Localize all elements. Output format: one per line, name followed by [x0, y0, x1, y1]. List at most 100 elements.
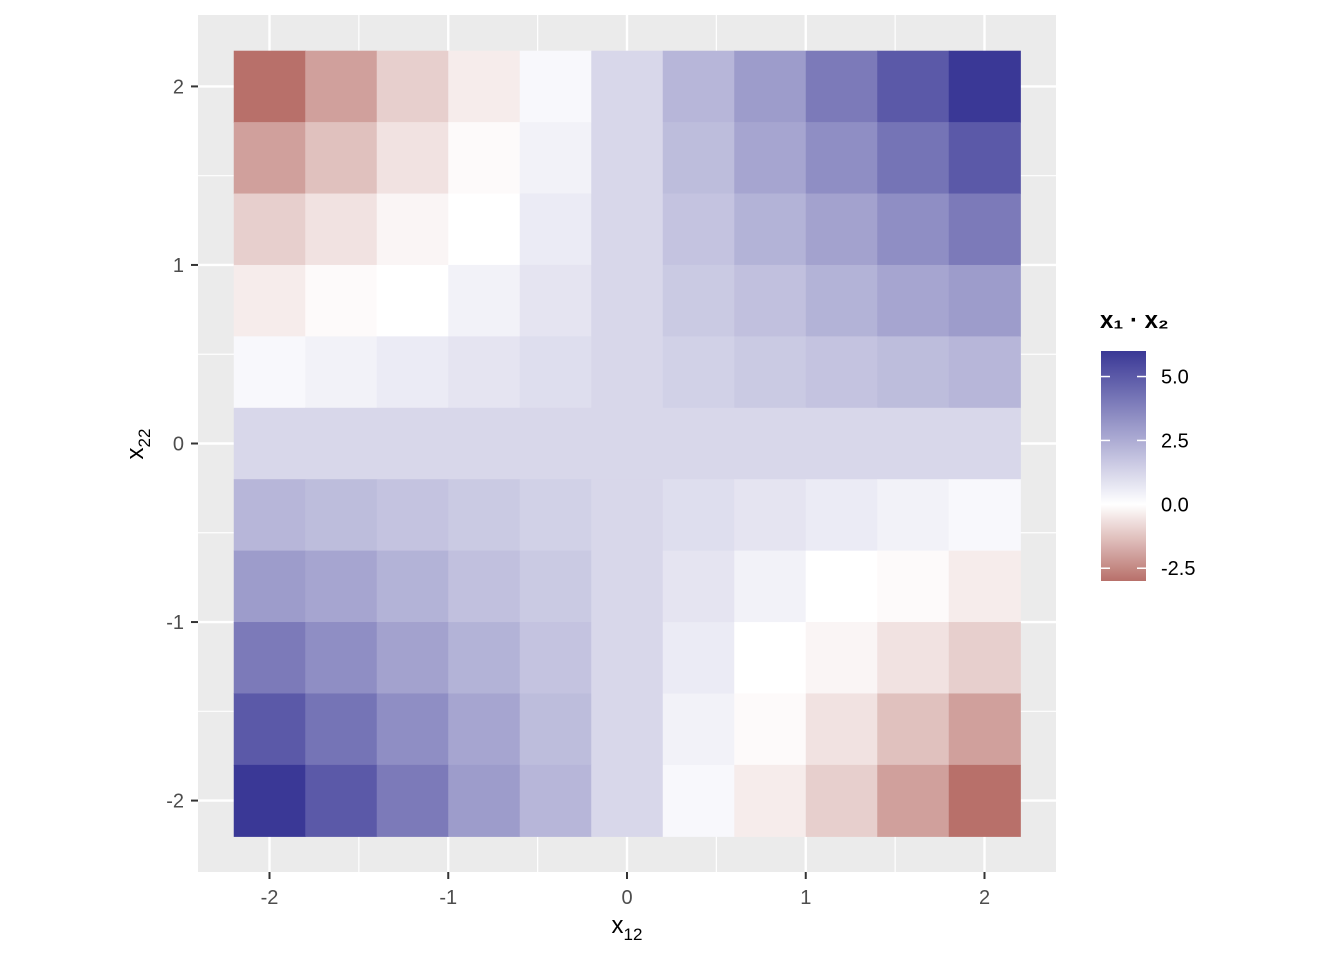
heatmap-cell: [877, 622, 950, 695]
heatmap-cell: [376, 193, 449, 266]
heatmap-cell: [948, 479, 1021, 552]
heatmap-cell: [877, 479, 950, 552]
heatmap-cell: [376, 764, 449, 837]
legend-ticks: 5.0 2.5 0.0 -2.5: [1101, 367, 1195, 580]
heatmap-cell: [519, 122, 592, 195]
x-axis-title: x12: [612, 912, 643, 944]
heatmap-cell: [948, 336, 1021, 409]
x-tick-label: 1: [800, 887, 811, 909]
heatmap-cell: [233, 764, 306, 837]
heatmap-cell: [519, 622, 592, 695]
heatmap-cell: [448, 336, 521, 409]
x-tick-label: 2: [979, 887, 990, 909]
heatmap-cell: [877, 336, 950, 409]
heatmap-cell: [591, 122, 664, 195]
heatmap-cell: [805, 193, 878, 266]
heatmap-cell: [591, 50, 664, 123]
heatmap-cell: [805, 764, 878, 837]
y-tick-label: -2: [166, 791, 184, 813]
heatmap-cell: [448, 479, 521, 552]
x-tick-label: -1: [439, 887, 457, 909]
x-tick-label: 0: [621, 887, 632, 909]
heatmap-cell: [305, 193, 378, 266]
legend-break-label: 2.5: [1161, 430, 1189, 452]
heatmap-cell: [448, 193, 521, 266]
heatmap-cell: [305, 407, 378, 480]
heatmap-cell: [662, 50, 735, 123]
heatmap-cell: [734, 622, 807, 695]
legend-colorbar: [1101, 351, 1146, 581]
heatmap-cell: [233, 336, 306, 409]
heatmap-cell: [519, 550, 592, 623]
heatmap-cell: [519, 479, 592, 552]
heatmap-cell: [948, 193, 1021, 266]
heatmap-cell: [662, 193, 735, 266]
heatmap-cell: [877, 550, 950, 623]
y-tick-label: 0: [173, 434, 184, 456]
heatmap-cell: [805, 622, 878, 695]
heatmap-cell: [948, 550, 1021, 623]
heatmap-cell: [805, 550, 878, 623]
heatmap-cell: [305, 693, 378, 766]
heatmap-cell: [305, 336, 378, 409]
heatmap-cell: [305, 622, 378, 695]
heatmap-cell: [591, 407, 664, 480]
heatmap-cell: [233, 693, 306, 766]
heatmap-cell: [376, 50, 449, 123]
heatmap-cell: [948, 122, 1021, 195]
heatmap-cell: [948, 764, 1021, 837]
heatmap-cell: [805, 407, 878, 480]
heatmap-cell: [233, 550, 306, 623]
y-axis-ticks: -2 -1 0 1 2: [166, 76, 198, 813]
x-tick-label: -2: [261, 887, 279, 909]
color-legend: x₁ · x₂ 5.0 2.5 0.0 -2.5: [1100, 307, 1195, 581]
heatmap-cell: [591, 336, 664, 409]
legend-break-label: 5.0: [1161, 367, 1189, 389]
heatmap-cell: [662, 264, 735, 337]
y-tick-label: 1: [173, 255, 184, 277]
heatmap-cell: [519, 764, 592, 837]
heatmap-cell: [662, 336, 735, 409]
heatmap-cell: [591, 764, 664, 837]
heatmap-cell: [734, 764, 807, 837]
heatmap-cell: [734, 50, 807, 123]
heatmap-cell: [877, 122, 950, 195]
heatmap-cell: [233, 193, 306, 266]
heatmap-cell: [376, 622, 449, 695]
heatmap-cell: [376, 693, 449, 766]
heatmap-cell: [877, 50, 950, 123]
heatmap-cell: [591, 622, 664, 695]
heatmap-cell: [233, 622, 306, 695]
heatmap-cell: [448, 264, 521, 337]
heatmap-cell: [448, 693, 521, 766]
heatmap-cell: [233, 264, 306, 337]
heatmap-cell: [591, 264, 664, 337]
heatmap-cell: [519, 693, 592, 766]
heatmap-cell: [519, 50, 592, 123]
heatmap-cell: [305, 264, 378, 337]
heatmap-cell: [805, 693, 878, 766]
heatmap-cell: [305, 122, 378, 195]
heatmap-cell: [448, 50, 521, 123]
heatmap-cell: [448, 407, 521, 480]
y-axis-title: x22: [122, 429, 154, 460]
heatmap-cell: [662, 550, 735, 623]
heatmap-cell: [877, 693, 950, 766]
heatmap-cell: [591, 550, 664, 623]
heatmap-cell: [805, 479, 878, 552]
heatmap-cell: [734, 693, 807, 766]
heatmap-cell: [948, 264, 1021, 337]
y-tick-label: -1: [166, 612, 184, 634]
heatmap-cell: [519, 264, 592, 337]
heatmap-cell: [948, 693, 1021, 766]
heatmap-cell: [376, 407, 449, 480]
heatmap-cell: [948, 50, 1021, 123]
heatmap-cell: [877, 193, 950, 266]
heatmap-cell: [877, 407, 950, 480]
x-axis-ticks: -2 -1 0 1 2: [261, 872, 990, 909]
heatmap-cell: [305, 50, 378, 123]
heatmap-cell: [948, 407, 1021, 480]
heatmap-cell: [376, 122, 449, 195]
heatmap-cell: [734, 479, 807, 552]
heatmap-cells: [233, 50, 1021, 837]
